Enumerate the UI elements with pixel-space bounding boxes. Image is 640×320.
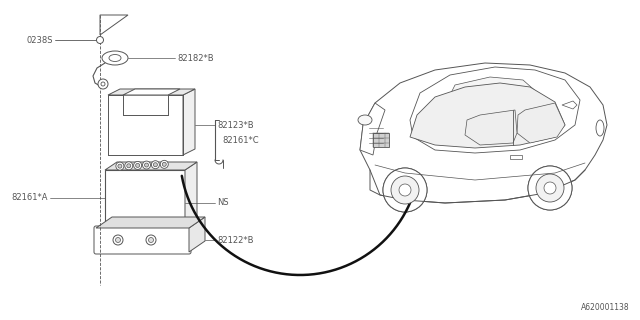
Text: 82161*A: 82161*A — [12, 193, 48, 202]
Circle shape — [97, 36, 104, 44]
Circle shape — [536, 174, 564, 202]
Bar — [105, 170, 185, 225]
Polygon shape — [410, 83, 565, 148]
Circle shape — [136, 164, 140, 167]
Circle shape — [383, 168, 427, 212]
Polygon shape — [189, 217, 205, 252]
Circle shape — [113, 235, 123, 245]
Circle shape — [148, 237, 154, 243]
Polygon shape — [123, 89, 180, 95]
Circle shape — [154, 163, 157, 167]
Circle shape — [101, 82, 105, 86]
Polygon shape — [185, 162, 197, 225]
Polygon shape — [410, 67, 580, 153]
Circle shape — [383, 168, 427, 212]
Text: 82123*B: 82123*B — [217, 121, 253, 130]
Text: 82182*B: 82182*B — [177, 53, 214, 62]
Circle shape — [399, 184, 411, 196]
Circle shape — [528, 166, 572, 210]
Circle shape — [134, 161, 141, 169]
Circle shape — [152, 161, 159, 169]
Polygon shape — [96, 217, 205, 228]
Ellipse shape — [102, 51, 128, 65]
Circle shape — [127, 164, 131, 168]
Circle shape — [115, 237, 120, 243]
Circle shape — [544, 182, 556, 194]
Circle shape — [118, 164, 122, 168]
Polygon shape — [448, 77, 540, 113]
Circle shape — [125, 162, 132, 170]
Circle shape — [116, 162, 124, 170]
Circle shape — [391, 176, 419, 204]
Circle shape — [544, 182, 556, 194]
Polygon shape — [108, 89, 195, 95]
Circle shape — [98, 79, 108, 89]
Bar — [510, 155, 522, 159]
Polygon shape — [562, 101, 577, 109]
Text: 82161*C: 82161*C — [222, 135, 259, 145]
Circle shape — [146, 235, 156, 245]
Circle shape — [143, 161, 150, 169]
Polygon shape — [100, 15, 128, 35]
Circle shape — [163, 162, 166, 166]
FancyBboxPatch shape — [94, 226, 191, 254]
Ellipse shape — [596, 120, 604, 136]
Polygon shape — [105, 162, 197, 170]
Circle shape — [528, 166, 572, 210]
Circle shape — [160, 160, 168, 168]
Circle shape — [536, 174, 564, 202]
Polygon shape — [183, 89, 195, 155]
Polygon shape — [465, 110, 517, 145]
Circle shape — [145, 163, 148, 167]
Polygon shape — [517, 103, 565, 143]
Ellipse shape — [358, 115, 372, 125]
Polygon shape — [360, 103, 385, 155]
Text: 82122*B: 82122*B — [217, 236, 253, 244]
Text: NS: NS — [217, 198, 228, 207]
Ellipse shape — [109, 54, 121, 61]
Circle shape — [399, 184, 411, 196]
Circle shape — [391, 176, 419, 204]
Bar — [373, 133, 389, 147]
Polygon shape — [360, 63, 607, 203]
Text: A620001138: A620001138 — [581, 303, 630, 312]
Text: 0238S: 0238S — [26, 36, 53, 44]
